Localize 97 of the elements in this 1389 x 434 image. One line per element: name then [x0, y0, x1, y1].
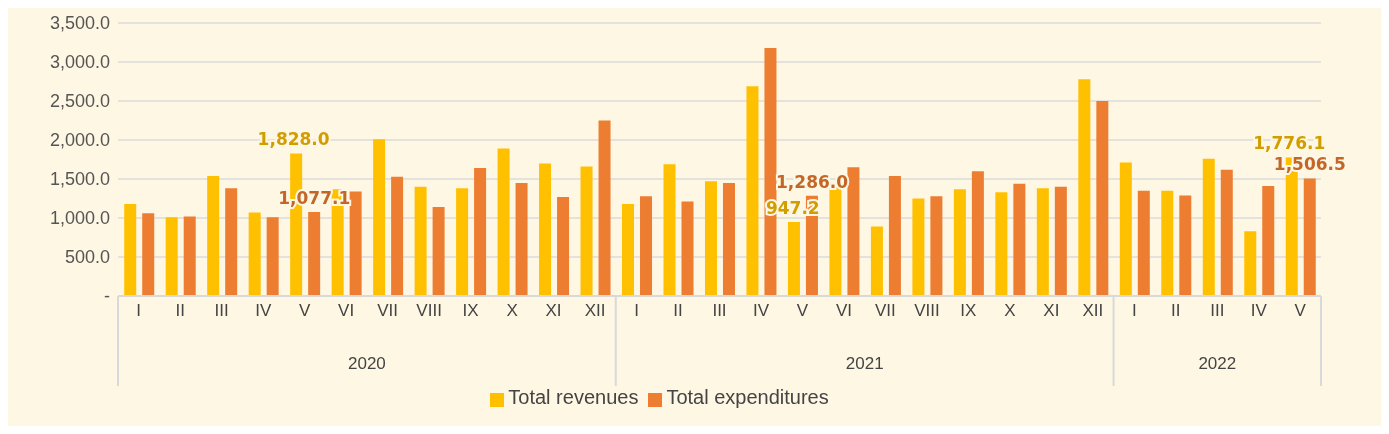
bar [207, 175, 220, 296]
text: 2020 [347, 354, 386, 373]
data-label: 1,776.1 [1253, 133, 1326, 154]
x-tick-label: III [1210, 301, 1225, 321]
bar [1202, 158, 1215, 296]
bar [165, 217, 178, 296]
text: 2021 [845, 354, 884, 373]
bar [1119, 162, 1132, 296]
x-tick-label: XI [1043, 301, 1060, 321]
bar [870, 226, 883, 296]
y-tick-label: 500.0 [64, 247, 110, 268]
x-tick-label: XI [545, 301, 562, 321]
bar [124, 203, 137, 296]
bar [930, 196, 943, 296]
x-tick-label: I [136, 301, 142, 321]
legend-label: Total expenditures [666, 386, 829, 408]
y-tick-label: - [104, 286, 110, 307]
x-tick-label: V [299, 301, 311, 321]
y-tick-label: 2,000.0 [49, 130, 110, 151]
x-tick-label: I [634, 301, 639, 321]
x-tick-label: VI [835, 301, 852, 321]
x-tick-label: III [214, 301, 229, 321]
x-tick-label: XII [584, 301, 606, 321]
bar [971, 171, 984, 296]
x-tick-label: II [673, 301, 683, 321]
bar [888, 175, 901, 296]
bar [912, 198, 925, 296]
bar [746, 86, 759, 296]
x-tick-label: II [1171, 301, 1181, 321]
x-tick-label: X [506, 301, 518, 321]
y-tick-label: 2,500.0 [49, 91, 110, 112]
bar [704, 181, 717, 296]
x-tick-label: IV [1250, 301, 1268, 321]
bar [349, 191, 362, 296]
bar [432, 207, 445, 296]
bar [953, 189, 966, 296]
bar [1161, 190, 1174, 296]
x-tick-label: VII [875, 301, 896, 321]
bar [414, 186, 427, 296]
x-tick-label: IV [255, 301, 272, 321]
x-tick-label: VII [377, 301, 399, 321]
x-tick-label: II [175, 301, 185, 321]
bar [663, 164, 676, 296]
x-tick-label: V [1294, 301, 1307, 321]
x-tick-label: V [796, 301, 809, 321]
bar [1054, 186, 1067, 296]
bar [787, 222, 800, 296]
x-tick-label: IV [752, 301, 770, 321]
bar [622, 203, 635, 296]
bar [225, 188, 238, 296]
bar [497, 148, 510, 296]
bar [1137, 190, 1150, 296]
bar [557, 196, 570, 296]
data-label: 1,286.0 [776, 171, 849, 192]
bar [598, 120, 611, 296]
bar [456, 188, 469, 296]
bar [1096, 101, 1109, 296]
bar [308, 211, 321, 296]
bar [640, 196, 653, 296]
bar [1013, 183, 1026, 296]
legend-label: Total revenues [508, 386, 639, 408]
bar [1078, 79, 1091, 296]
bar [142, 213, 155, 296]
bar [722, 182, 735, 296]
bar [266, 217, 279, 296]
y-tick-label: 1,500.0 [49, 169, 110, 190]
bar [1179, 195, 1192, 296]
y-tick-label: 3,000.0 [49, 52, 110, 73]
x-tick-label: I [1131, 301, 1137, 321]
y-tick-label: 1,000.0 [49, 208, 110, 229]
x-tick-label: III [712, 301, 727, 321]
x-tick-label: VI [338, 301, 355, 321]
bar [391, 176, 404, 296]
bar [847, 167, 860, 296]
bar [1036, 188, 1049, 296]
y-tick-label: 3,500.0 [49, 13, 110, 34]
bar [1244, 231, 1257, 296]
text: 2022 [1198, 354, 1237, 373]
x-tick-label: XII [1082, 301, 1104, 321]
bar [1262, 186, 1275, 296]
bar [248, 212, 261, 296]
x-tick-label: VIII [416, 301, 442, 321]
bar [1220, 169, 1233, 296]
x-tick-label: X [1004, 301, 1016, 321]
bar [183, 216, 196, 296]
bar [539, 163, 552, 296]
bar [373, 139, 386, 296]
bar [681, 201, 694, 296]
bar [474, 168, 487, 296]
bar [1303, 178, 1316, 296]
x-tick-label: IX [462, 301, 479, 321]
x-tick-label: IX [960, 301, 977, 321]
bar [995, 192, 1008, 296]
bar [580, 166, 593, 296]
bar [515, 182, 528, 296]
x-tick-label: VIII [914, 301, 940, 321]
data-label: 1,828.0 [257, 129, 330, 150]
